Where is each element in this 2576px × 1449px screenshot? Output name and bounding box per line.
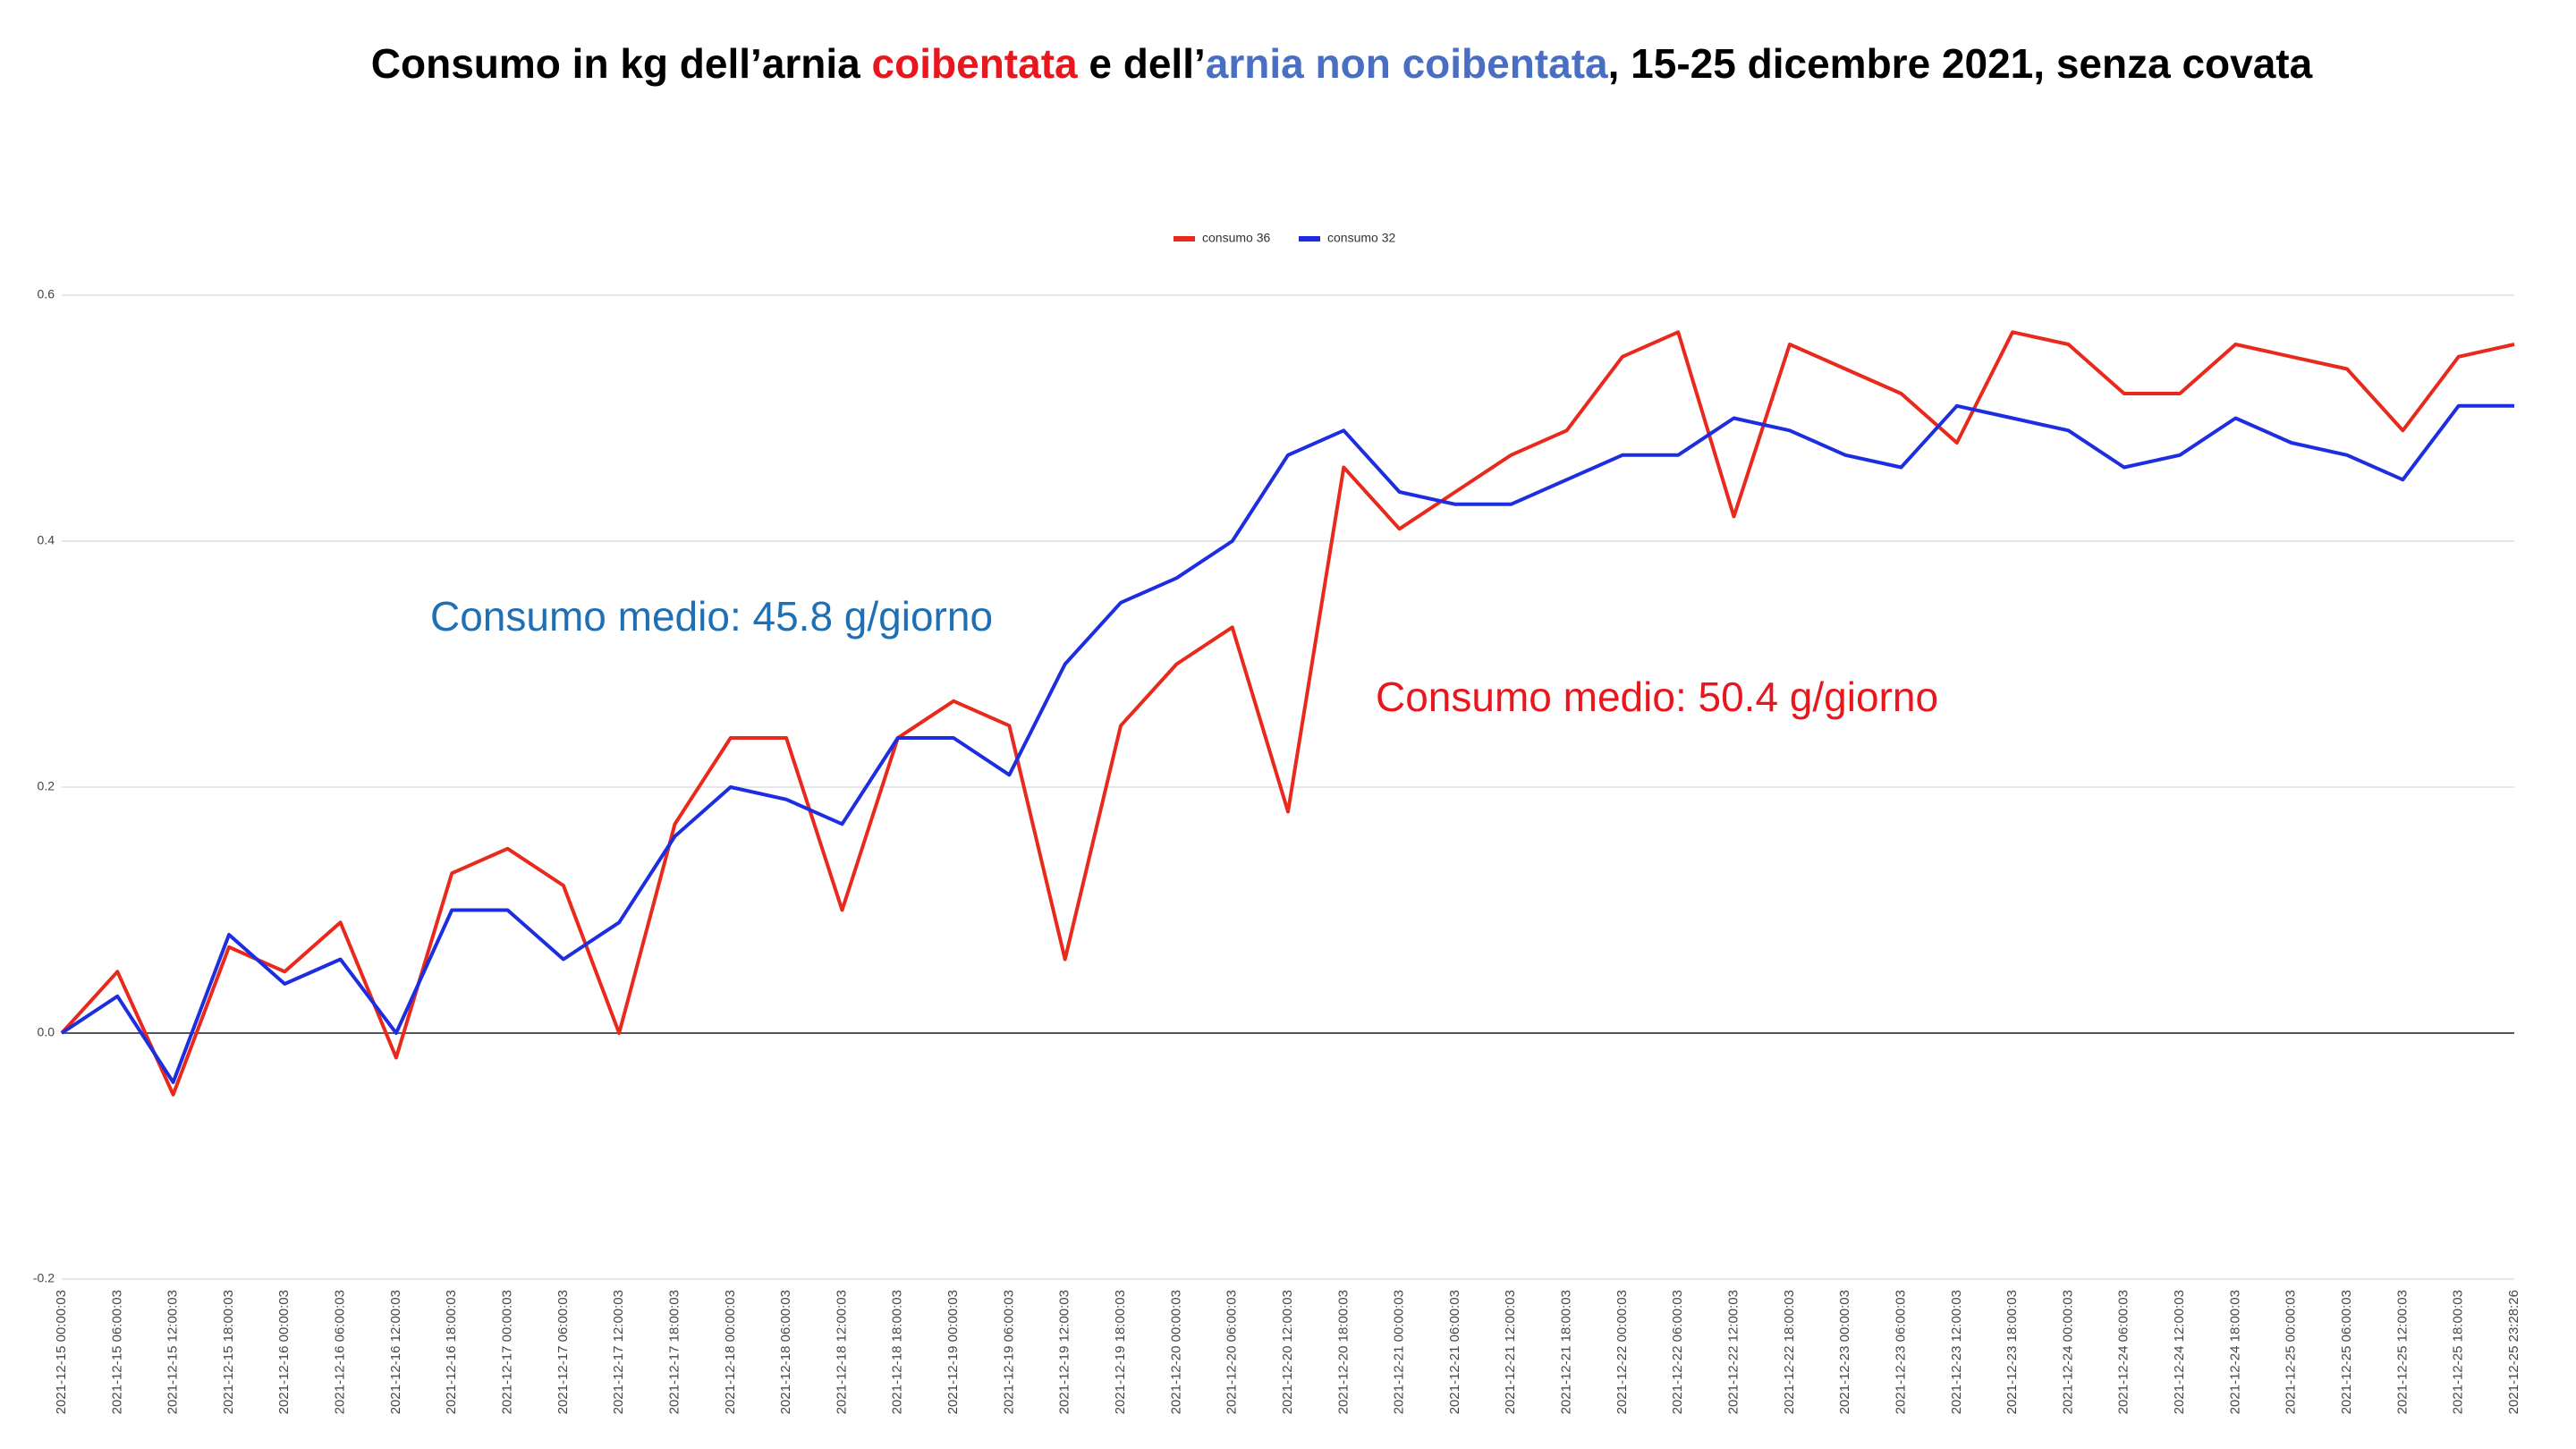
x-tick-label: 2021-12-22 00:00:03	[1614, 1290, 1630, 1414]
x-tick-label: 2021-12-25 23:28:26	[2506, 1290, 2521, 1414]
x-tick-label: 2021-12-22 18:00:03	[1782, 1290, 1797, 1414]
x-tick-label: 2021-12-21 06:00:03	[1447, 1290, 1462, 1414]
x-tick-label: 2021-12-23 00:00:03	[1837, 1290, 1852, 1414]
chart-title: Consumo in kg dell’arnia coibentata e de…	[371, 40, 2313, 87]
x-tick-label: 2021-12-23 12:00:03	[1949, 1290, 1964, 1414]
x-tick-label: 2021-12-22 12:00:03	[1726, 1290, 1741, 1414]
title-part: coibentata	[872, 40, 1078, 87]
x-tick-label: 2021-12-16 18:00:03	[444, 1290, 459, 1414]
x-tick-label: 2021-12-17 18:00:03	[666, 1290, 682, 1414]
x-tick-label: 2021-12-17 06:00:03	[555, 1290, 571, 1414]
legend-label: consumo 32	[1327, 231, 1395, 245]
x-tick-label: 2021-12-21 18:00:03	[1559, 1290, 1574, 1414]
title-part: arnia non coibentata	[1206, 40, 1608, 87]
y-tick-label: 0.6	[38, 287, 55, 301]
x-tick-label: 2021-12-19 18:00:03	[1113, 1290, 1128, 1414]
x-tick-label: 2021-12-16 06:00:03	[333, 1290, 348, 1414]
annotation: Consumo medio: 45.8 g/giorno	[430, 593, 993, 640]
x-tick-label: 2021-12-19 06:00:03	[1001, 1290, 1016, 1414]
title-part: , 15-25 dicembre 2021, senza covata	[1608, 40, 2313, 87]
x-tick-label: 2021-12-20 12:00:03	[1280, 1290, 1295, 1414]
x-tick-label: 2021-12-18 12:00:03	[834, 1290, 849, 1414]
y-tick-label: -0.2	[33, 1271, 55, 1285]
x-tick-label: 2021-12-20 18:00:03	[1335, 1290, 1351, 1414]
x-tick-label: 2021-12-15 06:00:03	[109, 1290, 124, 1414]
x-tick-label: 2021-12-18 06:00:03	[778, 1290, 793, 1414]
data-line	[60, 403, 2514, 1084]
x-tick-label: 2021-12-24 06:00:03	[2116, 1290, 2131, 1414]
x-tick-label: 2021-12-25 06:00:03	[2339, 1290, 2354, 1414]
x-tick-label: 2021-12-25 00:00:03	[2284, 1290, 2299, 1414]
x-tick-label: 2021-12-24 12:00:03	[2172, 1290, 2187, 1414]
x-tick-label: 2021-12-24 18:00:03	[2227, 1290, 2242, 1414]
title-part: Consumo in kg dell’arnia	[371, 40, 872, 87]
x-tick-label: 2021-12-17 12:00:03	[611, 1290, 626, 1414]
x-tick-label: 2021-12-21 12:00:03	[1503, 1290, 1518, 1414]
data-line	[60, 330, 2515, 1097]
title-part: e dell’	[1078, 40, 1206, 87]
y-tick-label: 0.4	[38, 533, 55, 547]
x-tick-label: 2021-12-17 00:00:03	[500, 1290, 515, 1414]
x-tick-label: 2021-12-18 18:00:03	[890, 1290, 905, 1414]
x-tick-label: 2021-12-19 12:00:03	[1057, 1290, 1072, 1414]
x-tick-label: 2021-12-25 18:00:03	[2451, 1290, 2466, 1414]
x-tick-label: 2021-12-24 00:00:03	[2060, 1290, 2075, 1414]
x-tick-label: 2021-12-18 00:00:03	[723, 1290, 738, 1414]
x-tick-label: 2021-12-19 00:00:03	[945, 1290, 961, 1414]
x-tick-label: 2021-12-23 18:00:03	[2004, 1290, 2020, 1414]
annotation: Consumo medio: 50.4 g/giorno	[1376, 674, 1938, 720]
x-tick-label: 2021-12-20 00:00:03	[1168, 1290, 1183, 1414]
x-tick-label: 2021-12-23 06:00:03	[1893, 1290, 1908, 1414]
x-tick-label: 2021-12-15 18:00:03	[221, 1290, 236, 1414]
x-tick-label: 2021-12-22 06:00:03	[1670, 1290, 1685, 1414]
y-tick-label: 0.2	[38, 779, 55, 793]
x-tick-label: 2021-12-15 12:00:03	[165, 1290, 181, 1414]
y-tick-label: 0.0	[38, 1025, 55, 1039]
x-tick-label: 2021-12-21 00:00:03	[1392, 1290, 1407, 1414]
x-tick-label: 2021-12-16 12:00:03	[388, 1290, 403, 1414]
x-tick-label: 2021-12-20 06:00:03	[1224, 1290, 1240, 1414]
legend-label: consumo 36	[1202, 231, 1270, 245]
x-tick-label: 2021-12-25 12:00:03	[2394, 1290, 2410, 1414]
x-tick-label: 2021-12-15 00:00:03	[54, 1290, 69, 1414]
x-tick-label: 2021-12-16 00:00:03	[276, 1290, 292, 1414]
